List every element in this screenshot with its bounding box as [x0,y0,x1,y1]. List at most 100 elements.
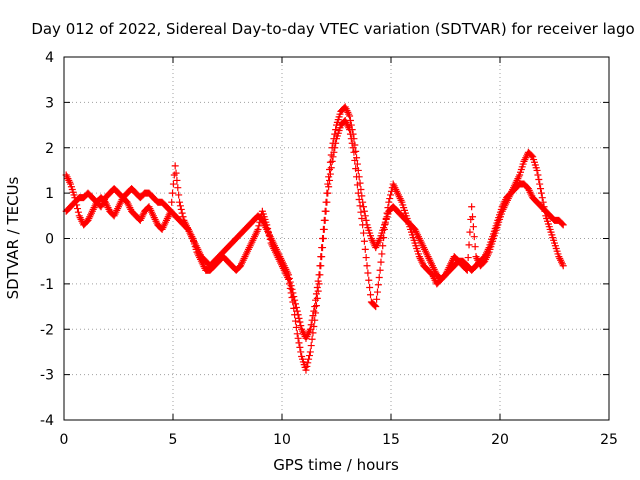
data-point [375,274,383,282]
data-point [305,352,313,360]
data-point [537,189,545,197]
data-point [354,189,362,197]
data-point [255,222,263,230]
data-point [380,225,388,233]
data-point [559,221,567,229]
x-tick-label: 0 [60,432,69,448]
data-point [168,198,176,206]
data-point [266,235,274,243]
data-point [365,276,373,284]
data-point [363,262,371,270]
data-point [326,176,334,184]
data-point [297,348,305,356]
data-point [292,317,300,325]
data-point [312,296,320,304]
data-point [325,183,333,191]
data-point [332,139,340,147]
data-point [264,225,272,233]
data-point [385,198,393,206]
data-point [294,334,302,342]
data-point [312,309,320,317]
data-point [331,144,339,152]
data-point [471,243,479,251]
data-point [311,316,319,324]
data-point [346,112,354,120]
x-tick-labels: 0 5 10 15 20 25 [60,432,618,448]
data-point [318,253,326,261]
data-point [265,232,273,240]
data-point [316,271,324,279]
x-axis-label: GPS time / hours [273,456,399,474]
data-point [71,194,79,202]
data-point [468,203,476,211]
data-point [381,220,389,228]
data-point [374,281,382,289]
data-point [558,220,566,228]
data-point [293,330,301,338]
x-tick-label: 20 [491,432,509,448]
data-point [349,144,357,152]
data-point [308,335,316,343]
data-point [364,269,372,277]
data-point [360,203,368,211]
data-point [373,288,381,296]
data-point [376,266,384,274]
data-point [382,215,390,223]
data-point [351,156,359,164]
y-tick-label: -2 [40,322,54,338]
data-point [74,208,82,216]
data-point [175,191,183,199]
data-point [256,218,264,226]
data-point [380,234,388,242]
data-point [311,303,319,311]
data-point [171,162,179,170]
y-tick-label: 2 [45,141,54,157]
grid-lines [64,57,609,420]
data-point [350,148,358,156]
data-point [315,280,323,288]
data-point [172,169,180,177]
data-point [320,225,328,233]
data-point [362,254,370,262]
data-point [536,180,544,188]
data-point [464,254,472,262]
data-point [314,287,322,295]
data-point [360,237,368,245]
data-point [371,302,379,310]
data-point [387,191,395,199]
data-point [346,126,354,134]
data-point [469,213,477,221]
data-point [328,157,336,165]
data-point [377,258,385,266]
data-point [313,294,321,302]
data-point [356,202,364,210]
data-point [303,362,311,370]
data-point [539,198,547,206]
y-tick-label: -1 [40,277,54,293]
data-point [295,339,303,347]
data-point [357,208,365,216]
data-point [538,194,546,202]
data-point [362,216,370,224]
data-point [347,135,355,143]
x-tick-label: 10 [273,432,291,448]
y-tick-label: 3 [45,95,54,111]
data-point [384,204,392,212]
data-point [167,207,175,215]
data-point [358,215,366,223]
data-point [357,185,365,193]
data-point [302,366,310,374]
data-point [73,201,81,209]
data-point [352,165,360,173]
data-point [263,221,271,229]
data-point [319,244,327,252]
data-point [296,318,304,326]
data-point [307,342,315,350]
x-tick-label: 15 [382,432,400,448]
data-point [323,198,331,206]
data-point [361,245,369,253]
data-point [348,139,356,147]
data-point [264,228,272,236]
data-point [291,311,299,319]
data-point [528,152,536,160]
